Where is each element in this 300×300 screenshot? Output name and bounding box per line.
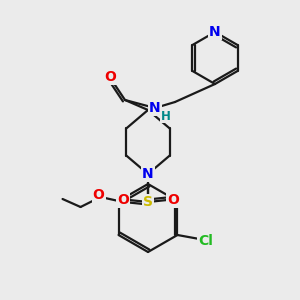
Text: O: O — [104, 70, 116, 84]
Text: O: O — [93, 188, 104, 202]
Text: O: O — [117, 193, 129, 207]
Text: N: N — [149, 101, 161, 115]
Text: N: N — [209, 25, 221, 39]
Text: O: O — [167, 193, 179, 207]
Text: Cl: Cl — [198, 234, 213, 248]
Text: N: N — [142, 167, 154, 181]
Text: H: H — [161, 110, 171, 122]
Text: S: S — [143, 195, 153, 209]
